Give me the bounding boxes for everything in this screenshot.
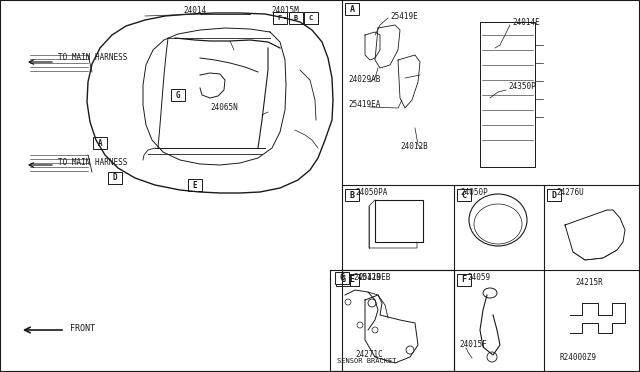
Bar — [345, 274, 359, 286]
Text: 25419EA: 25419EA — [348, 100, 380, 109]
Bar — [304, 12, 318, 24]
Text: 24059: 24059 — [467, 273, 490, 282]
Text: 24014E: 24014E — [512, 18, 540, 27]
Text: E: E — [193, 180, 197, 189]
Bar — [336, 274, 350, 286]
Text: 24015M: 24015M — [271, 6, 299, 15]
Text: 24276U: 24276U — [556, 188, 584, 197]
Text: C: C — [461, 190, 467, 199]
Text: F: F — [461, 276, 467, 285]
Text: E: E — [349, 276, 355, 285]
Bar — [457, 189, 471, 201]
Bar — [345, 189, 359, 201]
Text: 24029AB: 24029AB — [348, 75, 380, 84]
Text: 24050PA: 24050PA — [355, 188, 387, 197]
Text: 25419EB: 25419EB — [358, 273, 390, 282]
Text: D: D — [113, 173, 117, 183]
Bar — [289, 12, 303, 24]
Bar — [273, 12, 287, 24]
Bar — [188, 179, 202, 191]
Text: C: C — [309, 15, 313, 21]
Text: D: D — [552, 190, 557, 199]
Bar — [457, 274, 471, 286]
Bar — [345, 3, 359, 15]
Text: A: A — [349, 4, 355, 13]
Text: F: F — [278, 15, 282, 21]
Text: G: G — [340, 276, 346, 285]
Bar — [547, 189, 561, 201]
Text: 24050P: 24050P — [460, 188, 488, 197]
Bar — [93, 137, 107, 149]
Text: 25419E: 25419E — [390, 12, 418, 21]
Text: 24065N: 24065N — [210, 103, 237, 112]
Text: TO MAIN HARNESS: TO MAIN HARNESS — [58, 158, 127, 167]
Text: 24012B: 24012B — [400, 142, 428, 151]
Text: R24000Z9: R24000Z9 — [560, 353, 597, 362]
Text: G: G — [176, 90, 180, 99]
Text: B: B — [349, 190, 355, 199]
Text: 24012B: 24012B — [353, 273, 381, 282]
Text: 24215R: 24215R — [575, 278, 603, 287]
Bar — [335, 272, 349, 284]
Text: 24271C: 24271C — [355, 350, 383, 359]
Text: 24350P: 24350P — [508, 82, 536, 91]
Bar — [171, 89, 185, 101]
Bar — [108, 172, 122, 184]
Text: FRONT: FRONT — [70, 324, 95, 333]
Text: B: B — [294, 15, 298, 21]
Text: TO MAIN HARNESS: TO MAIN HARNESS — [58, 53, 127, 62]
Text: G: G — [339, 273, 344, 282]
Text: A: A — [98, 138, 102, 148]
Text: 24014: 24014 — [184, 6, 207, 15]
Text: 24015F: 24015F — [459, 340, 487, 349]
Text: SENSOR BRACKET: SENSOR BRACKET — [337, 358, 397, 364]
